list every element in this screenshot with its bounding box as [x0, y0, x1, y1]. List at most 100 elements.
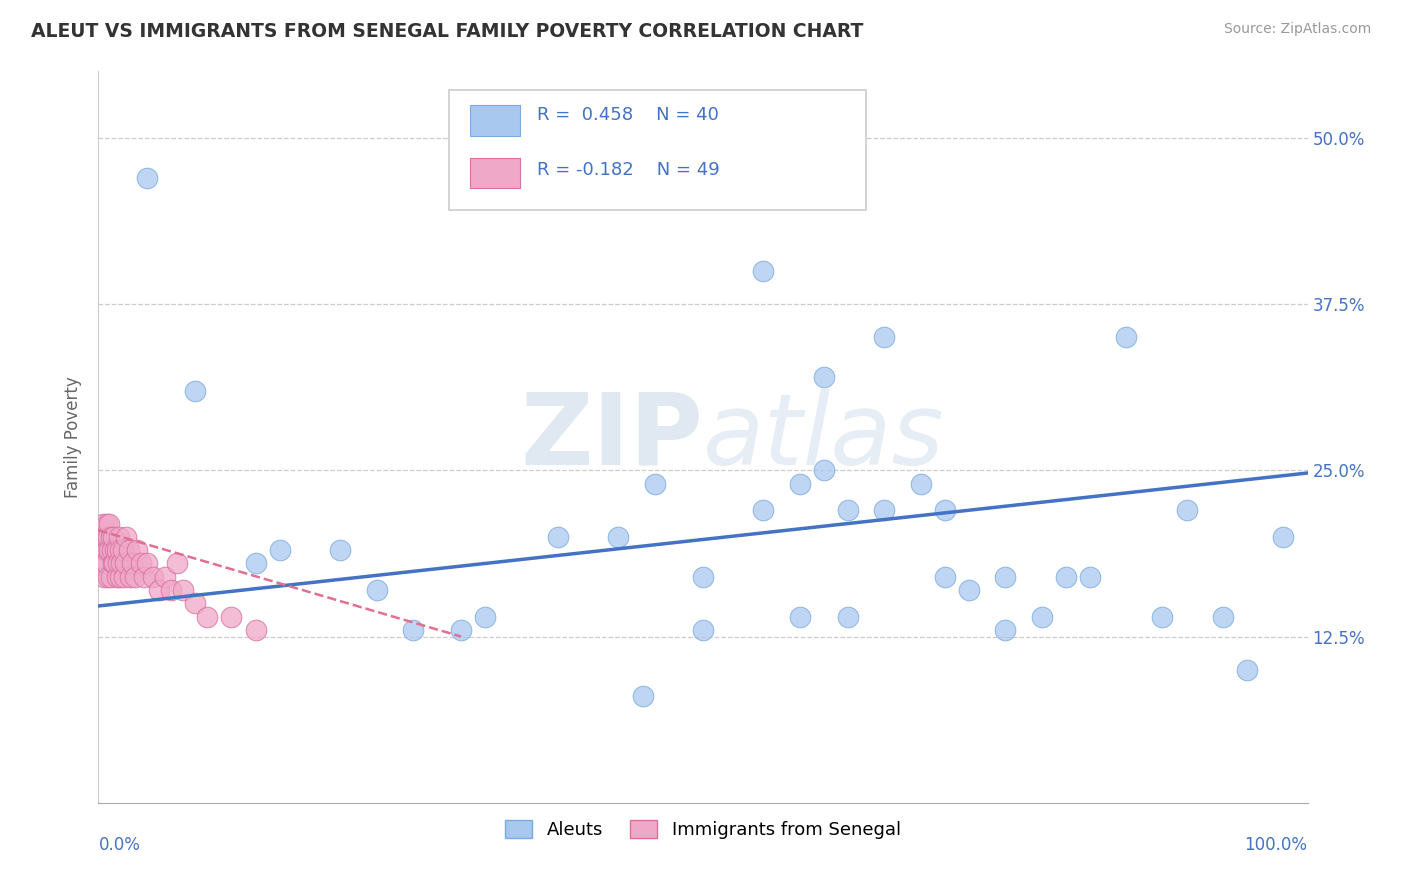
Point [114, 557, 136, 571]
Point [124, 570, 146, 584]
Point [100, 530, 122, 544]
Text: ZIP: ZIP [520, 389, 703, 485]
Point [104, 543, 127, 558]
Point [98, 516, 121, 531]
Point [184, 596, 207, 610]
Point [115, 530, 138, 544]
Point [142, 570, 165, 584]
Point [644, 476, 666, 491]
Point [94, 557, 117, 571]
Point [118, 570, 141, 584]
Point [105, 543, 128, 558]
Text: atlas: atlas [703, 389, 945, 485]
Point [96, 516, 118, 531]
Point [97, 570, 120, 584]
Bar [470, 105, 520, 136]
Point [121, 557, 143, 571]
Point [873, 503, 896, 517]
Text: R = -0.182    N = 49: R = -0.182 N = 49 [537, 161, 720, 178]
Point [752, 264, 775, 278]
Point [474, 609, 496, 624]
Point [245, 623, 267, 637]
Point [94, 530, 117, 544]
Point [101, 557, 124, 571]
Point [110, 557, 132, 571]
Point [97, 530, 120, 544]
Point [813, 370, 835, 384]
Point [329, 543, 352, 558]
Point [692, 570, 714, 584]
Point [105, 570, 128, 584]
FancyBboxPatch shape [449, 90, 866, 211]
Point [98, 543, 121, 558]
Point [90, 530, 112, 544]
Point [135, 557, 157, 571]
Point [1115, 330, 1137, 344]
Point [269, 543, 291, 558]
Point [752, 503, 775, 517]
Point [96, 543, 118, 558]
Point [692, 623, 714, 637]
Point [160, 582, 183, 597]
Text: Source: ZipAtlas.com: Source: ZipAtlas.com [1223, 22, 1371, 37]
Point [837, 503, 859, 517]
Point [111, 543, 134, 558]
Point [134, 570, 156, 584]
Point [103, 557, 125, 571]
Point [1212, 609, 1234, 624]
Point [100, 570, 122, 584]
Point [450, 623, 472, 637]
Point [837, 609, 859, 624]
Point [195, 609, 218, 624]
Point [129, 557, 152, 571]
Legend: Aleuts, Immigrants from Senegal: Aleuts, Immigrants from Senegal [498, 813, 908, 847]
Point [221, 609, 243, 624]
Point [607, 530, 630, 544]
Point [1236, 663, 1258, 677]
Point [910, 476, 932, 491]
Point [1272, 530, 1295, 544]
Text: 0.0%: 0.0% [98, 836, 141, 854]
Point [789, 609, 811, 624]
Point [789, 476, 811, 491]
Point [101, 530, 124, 544]
Point [172, 582, 194, 597]
Point [91, 516, 114, 531]
Point [93, 543, 115, 558]
Text: R =  0.458    N = 40: R = 0.458 N = 40 [537, 106, 720, 125]
Point [934, 503, 956, 517]
Point [1152, 609, 1174, 624]
Point [148, 582, 170, 597]
Point [1054, 570, 1077, 584]
Point [118, 543, 141, 558]
Point [91, 557, 114, 571]
Point [402, 623, 425, 637]
Point [994, 623, 1017, 637]
Point [1175, 503, 1198, 517]
Bar [470, 158, 520, 188]
Point [108, 543, 131, 558]
Point [1078, 570, 1101, 584]
Point [366, 582, 388, 597]
Point [100, 543, 122, 558]
Point [957, 582, 980, 597]
Point [934, 570, 956, 584]
Point [153, 570, 176, 584]
Point [108, 570, 131, 584]
Point [631, 690, 654, 704]
Point [994, 570, 1017, 584]
Text: ALEUT VS IMMIGRANTS FROM SENEGAL FAMILY POVERTY CORRELATION CHART: ALEUT VS IMMIGRANTS FROM SENEGAL FAMILY … [31, 22, 863, 41]
Point [127, 543, 149, 558]
Point [873, 330, 896, 344]
Point [1031, 609, 1053, 624]
Point [166, 557, 188, 571]
Text: 100.0%: 100.0% [1244, 836, 1308, 854]
Point [547, 530, 569, 544]
Point [108, 530, 131, 544]
Point [112, 570, 135, 584]
Point [107, 557, 129, 571]
Point [135, 170, 157, 185]
Point [245, 557, 267, 571]
Point [184, 384, 207, 398]
Y-axis label: Family Poverty: Family Poverty [65, 376, 83, 498]
